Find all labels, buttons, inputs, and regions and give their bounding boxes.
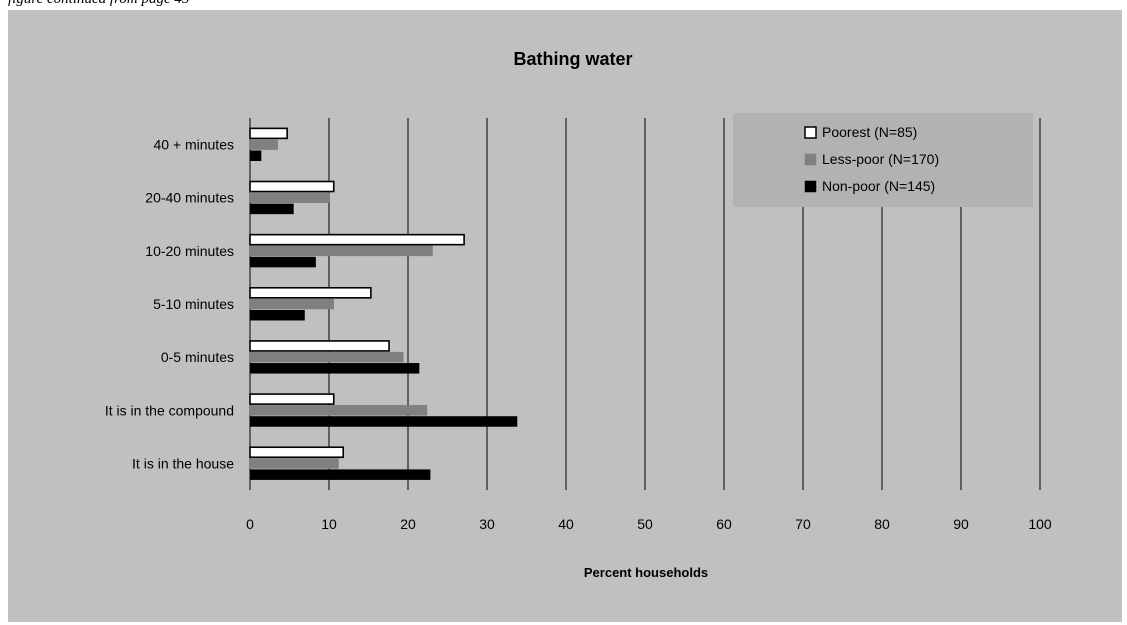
bar (249, 286, 372, 299)
bar (249, 256, 316, 268)
legend-swatch (804, 153, 817, 166)
legend-background (733, 113, 1033, 207)
x-tick-label: 60 (716, 516, 732, 532)
bar (249, 405, 428, 416)
legend-label: Poorest (N=85) (822, 124, 917, 140)
category-label: 20-40 minutes (145, 190, 234, 206)
bar (249, 363, 420, 374)
category-label: 40 + minutes (153, 137, 234, 153)
bar-chart: Bathing water 40 + minutes 20-40 minutes 1… (105, 49, 1052, 580)
bar (249, 340, 390, 352)
bar (249, 245, 433, 257)
x-tick-label: 20 (400, 516, 416, 532)
x-tick-label: 70 (795, 516, 811, 532)
x-tick-label: 0 (246, 516, 254, 532)
bar (249, 127, 288, 140)
bar (249, 192, 330, 203)
legend: Poorest (N=85) Less-poor (N=170) Non-poor … (733, 113, 1033, 207)
x-tick-label: 10 (321, 516, 337, 532)
x-tick-labels: 0 10 20 30 40 50 60 70 80 90 100 (246, 516, 1052, 532)
gridlines (249, 118, 1041, 490)
chart-panel: Bathing water 40 + minutes 20-40 minutes 1… (8, 10, 1122, 622)
bar (249, 203, 294, 215)
bar (249, 309, 305, 321)
bar (249, 233, 465, 246)
bar (249, 298, 334, 310)
bar (249, 139, 278, 150)
category-label: 10-20 minutes (145, 243, 234, 259)
x-axis-title: Percent households (584, 565, 708, 580)
figure-continued-note: figure continued from page 45 (8, 0, 189, 8)
bar (249, 458, 339, 469)
bar (249, 416, 518, 427)
legend-swatch (804, 180, 817, 193)
x-tick-label: 50 (637, 516, 653, 532)
bar (249, 150, 262, 162)
legend-swatch (804, 126, 817, 139)
category-labels: 40 + minutes 20-40 minutes 10-20 minutes 5-… (105, 137, 234, 472)
bar (249, 351, 404, 363)
bars (249, 127, 518, 480)
legend-label: Non-poor (N=145) (822, 178, 935, 194)
x-tick-label: 90 (953, 516, 969, 532)
x-tick-label: 100 (1028, 516, 1052, 532)
category-label: 5-10 minutes (153, 296, 234, 312)
bar (249, 446, 345, 459)
category-label: It is in the house (132, 455, 234, 471)
x-tick-label: 80 (874, 516, 890, 532)
x-tick-label: 40 (558, 516, 574, 532)
bar (249, 469, 431, 480)
legend-label: Less-poor (N=170) (822, 151, 939, 167)
bar (249, 393, 335, 405)
x-tick-label: 30 (479, 516, 495, 532)
bar (249, 180, 335, 193)
category-label: It is in the compound (105, 402, 234, 418)
chart-title: Bathing water (513, 49, 632, 69)
category-label: 0-5 minutes (161, 349, 234, 365)
